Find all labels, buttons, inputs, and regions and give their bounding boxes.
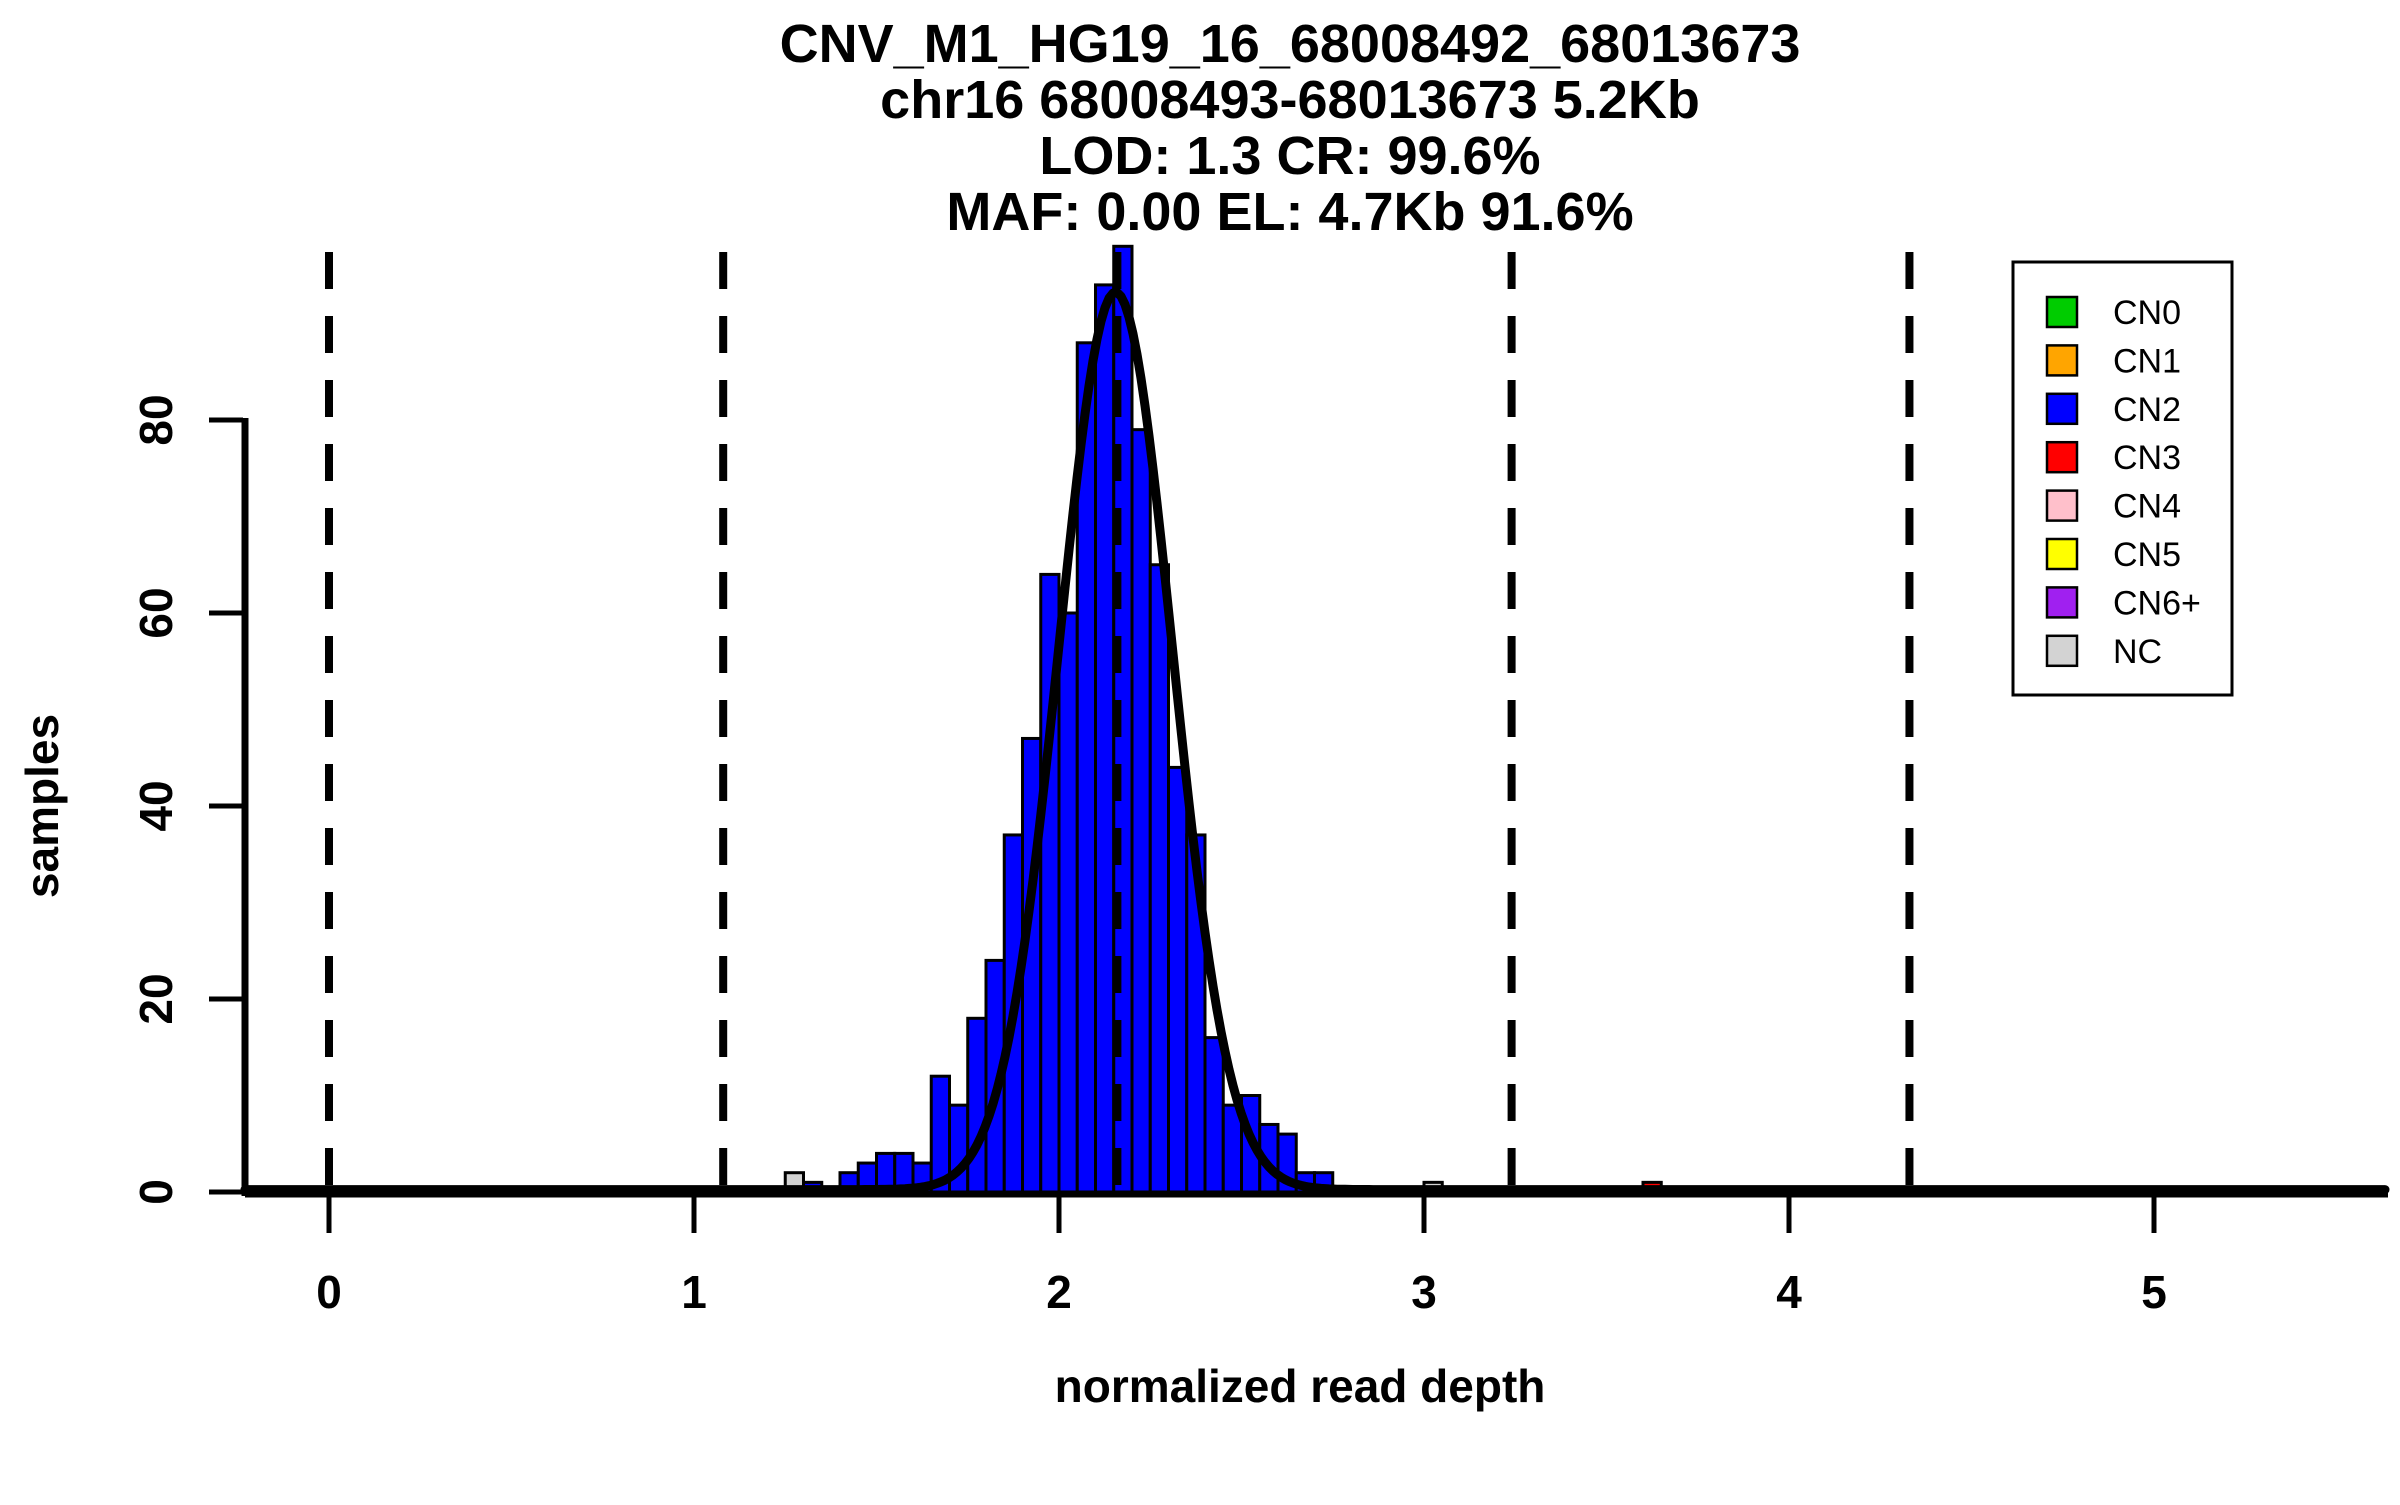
x-tick-label: 2: [1046, 1266, 1072, 1318]
x-tick-label: 3: [1411, 1266, 1437, 1318]
legend-label-nc: NC: [2113, 633, 2162, 671]
y-tick-label: 20: [130, 973, 182, 1024]
legend-swatch-cn3: [2045, 440, 2079, 474]
legend-label-cn2: CN2: [2113, 391, 2181, 429]
histogram-bar-cn2: [966, 1016, 988, 1194]
histogram-bar-cn2: [1130, 428, 1152, 1194]
histogram-bar-cn2: [1094, 283, 1116, 1194]
legend-swatch-cn6+: [2045, 586, 2079, 619]
plot-title-lod-cr: LOD: 1.3 CR: 99.6%: [1039, 126, 1540, 186]
density-fit-curve: [240, 287, 2390, 1195]
legend-label-cn5: CN5: [2113, 536, 2181, 574]
histogram-bars-layer: [783, 244, 1663, 1194]
cn-boundary-lines-layer: [325, 252, 1914, 1190]
axes-layer: 0 1 2 3 4 5 0 20 40 60 80: [130, 394, 2388, 1318]
y-tick-label: 60: [130, 587, 182, 638]
y-axis-label: samples: [16, 714, 68, 898]
x-tick-label: 0: [316, 1266, 342, 1318]
legend-swatch-cn5: [2045, 537, 2079, 571]
x-tick-label: 4: [1776, 1266, 1802, 1318]
legend-swatch-cn4: [2045, 489, 2079, 522]
legend-swatch-cn1: [2045, 344, 2079, 377]
histogram-bar-cn2: [1057, 611, 1079, 1194]
legend-label-cn1: CN1: [2113, 342, 2181, 380]
legend-label-cn6+: CN6+: [2113, 584, 2201, 622]
density-curve-layer: [240, 287, 2390, 1195]
legend-rows: CN0 CN1 CN2 CN3 CN4 CN5 CN6+ NC: [2045, 294, 2201, 671]
y-tick-label: 0: [130, 1179, 182, 1205]
y-tick-label: 40: [130, 780, 182, 831]
legend-label-cn0: CN0: [2113, 294, 2181, 332]
plot-title-maf-el: MAF: 0.00 EL: 4.7Kb 91.6%: [946, 182, 1633, 242]
legend-label-cn4: CN4: [2113, 488, 2181, 526]
legend-label-cn3: CN3: [2113, 439, 2181, 477]
x-axis-label: normalized read depth: [1055, 1360, 1546, 1412]
histogram-bar-cn2: [1148, 563, 1170, 1194]
histogram-bar-cn2: [1167, 765, 1189, 1194]
x-tick-label: 5: [2141, 1266, 2167, 1318]
y-tick-label: 80: [130, 394, 182, 445]
legend-swatch-cn2: [2045, 392, 2079, 426]
plot-title-id: CNV_M1_HG19_16_68008492_68013673: [780, 14, 1801, 74]
plot-title-locus: chr16 68008493-68013673 5.2Kb: [880, 70, 1700, 130]
legend-box: [2011, 260, 2234, 697]
x-tick-label: 1: [681, 1266, 707, 1318]
legend-swatch-cn0: [2045, 295, 2079, 329]
legend-swatch-nc: [2045, 634, 2079, 668]
histogram-bar-cn2: [1203, 1036, 1225, 1194]
legend: CN0 CN1 CN2 CN3 CN4 CN5 CN6+ NC: [2011, 260, 2234, 697]
